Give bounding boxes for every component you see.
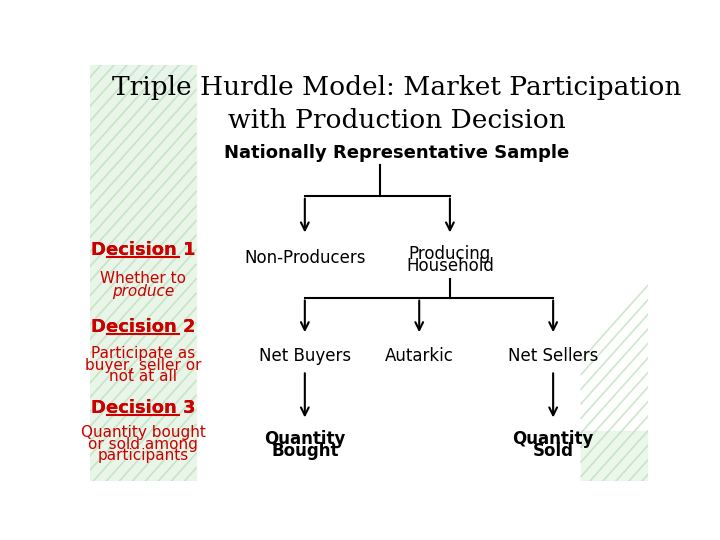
Text: Net Sellers: Net Sellers bbox=[508, 347, 598, 365]
Text: buyer, seller or: buyer, seller or bbox=[85, 357, 202, 373]
Text: Sold: Sold bbox=[533, 442, 574, 460]
Text: or sold among: or sold among bbox=[88, 436, 198, 451]
Text: with Production Decision: with Production Decision bbox=[228, 109, 566, 133]
Text: Decision 3: Decision 3 bbox=[91, 399, 195, 417]
Text: Triple Hurdle Model: Market Participation: Triple Hurdle Model: Market Participatio… bbox=[112, 75, 682, 100]
Text: Producing: Producing bbox=[409, 245, 491, 263]
Text: Net Buyers: Net Buyers bbox=[258, 347, 351, 365]
Polygon shape bbox=[581, 431, 648, 481]
Text: Household: Household bbox=[406, 258, 494, 275]
Polygon shape bbox=[90, 65, 196, 481]
Text: Bought: Bought bbox=[271, 442, 338, 460]
Text: Decision 1: Decision 1 bbox=[91, 241, 195, 259]
Text: Whether to: Whether to bbox=[100, 272, 186, 286]
Text: Decision 2: Decision 2 bbox=[91, 318, 195, 336]
Text: produce: produce bbox=[112, 284, 174, 299]
Text: Participate as: Participate as bbox=[91, 346, 195, 361]
Text: Decision 1: Decision 1 bbox=[91, 241, 195, 259]
Text: Quantity bought: Quantity bought bbox=[81, 426, 205, 440]
Text: Non-Producers: Non-Producers bbox=[244, 249, 366, 267]
Text: Autarkic: Autarkic bbox=[384, 347, 454, 365]
Text: Nationally Representative Sample: Nationally Representative Sample bbox=[224, 144, 570, 162]
Text: Decision 3: Decision 3 bbox=[91, 399, 195, 417]
Text: Decision 2: Decision 2 bbox=[91, 318, 195, 336]
Text: Quantity: Quantity bbox=[264, 430, 346, 448]
Text: not at all: not at all bbox=[109, 369, 177, 384]
Text: participants: participants bbox=[97, 448, 189, 463]
Text: Quantity: Quantity bbox=[513, 430, 594, 448]
